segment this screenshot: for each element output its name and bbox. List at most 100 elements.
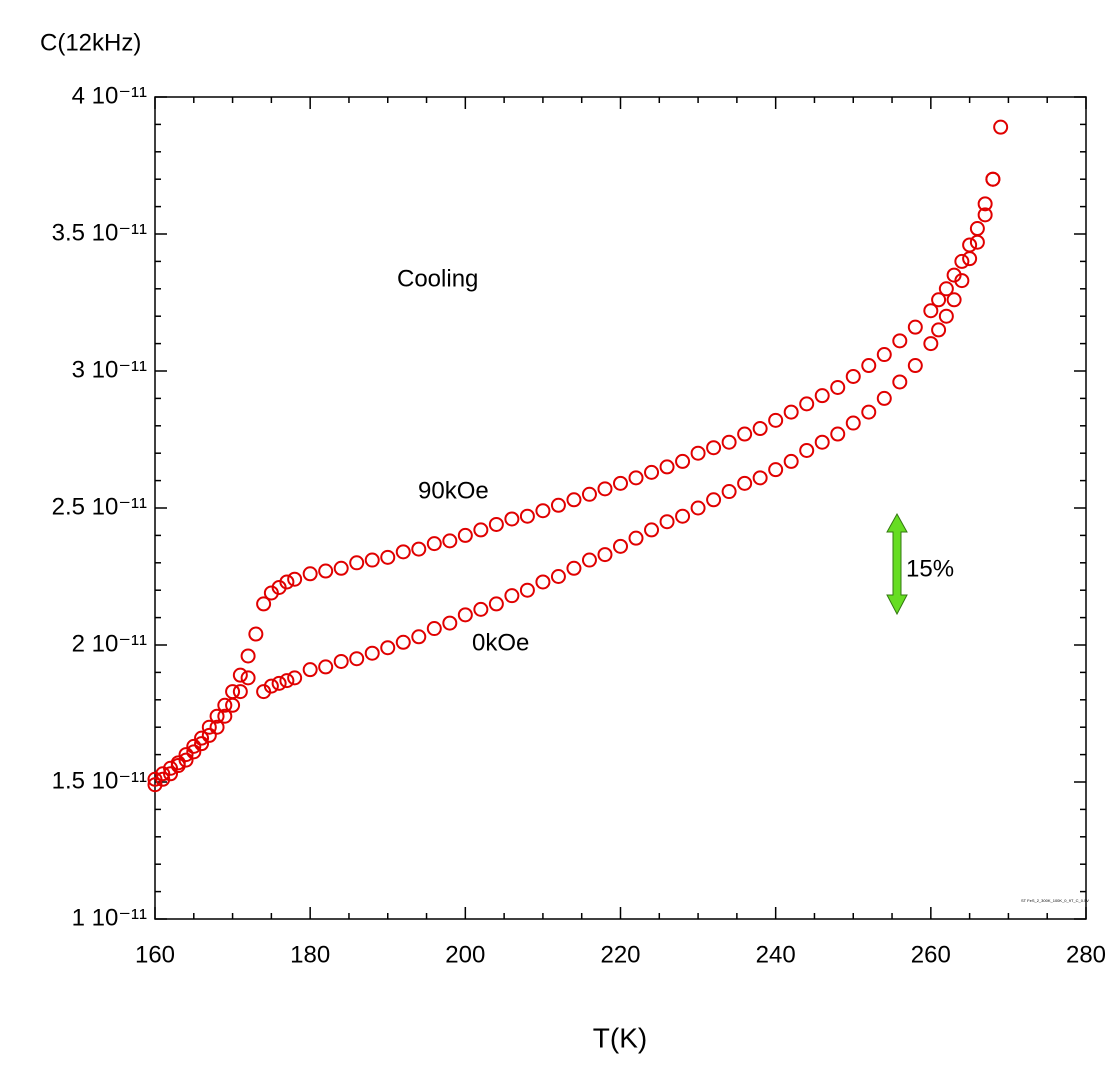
- data-point: [318, 563, 334, 579]
- data-point: [690, 445, 706, 461]
- data-point: [473, 522, 489, 538]
- data-point: [225, 697, 241, 713]
- data-point: [279, 574, 295, 590]
- data-point: [830, 426, 846, 442]
- data-point: [892, 333, 908, 349]
- data-point: [737, 475, 753, 491]
- data-point: [426, 621, 442, 637]
- data-point: [969, 221, 985, 237]
- data-point: [256, 596, 272, 612]
- data-point: [597, 481, 613, 497]
- data-point: [892, 374, 908, 390]
- y-axis-label: C(12kHz): [40, 29, 141, 56]
- data-point: [969, 234, 985, 250]
- data-point: [721, 484, 737, 500]
- data-point: [861, 404, 877, 420]
- data-point: [519, 582, 535, 598]
- data-point: [799, 396, 815, 412]
- data-point: [993, 119, 1009, 135]
- data-point: [830, 379, 846, 395]
- data-point: [962, 251, 978, 267]
- data-point: [279, 673, 295, 689]
- data-point: [395, 544, 411, 560]
- data-point: [721, 434, 737, 450]
- x-tick-label: 160: [135, 941, 175, 968]
- data-point: [946, 292, 962, 308]
- double-arrow: [886, 512, 908, 616]
- data-point: [644, 464, 660, 480]
- data-point: [380, 640, 396, 656]
- data-point: [783, 404, 799, 420]
- data-point: [209, 719, 225, 735]
- data-point: [186, 744, 202, 760]
- x-tick-label: 240: [756, 941, 796, 968]
- data-point: [535, 574, 551, 590]
- data-point: [613, 538, 628, 554]
- data-point: [488, 596, 504, 612]
- data-point: [504, 511, 520, 527]
- data-point: [566, 492, 582, 508]
- data-point: [442, 533, 458, 549]
- x-axis-label: T(K): [593, 1022, 647, 1053]
- data-point: [201, 727, 217, 743]
- data-point: [364, 645, 380, 661]
- data-point: [931, 322, 947, 338]
- plot-frame: [154, 96, 1087, 920]
- data-point: [349, 555, 365, 571]
- data-point: [845, 415, 861, 431]
- data-point: [938, 281, 954, 297]
- data-point: [768, 412, 784, 428]
- data-point: [799, 442, 815, 458]
- data-point: [628, 530, 644, 546]
- data-point: [395, 634, 411, 650]
- data-point: [737, 426, 753, 442]
- data-point: [411, 629, 427, 645]
- data-point: [923, 303, 939, 319]
- data-point: [457, 527, 473, 543]
- data-point: [488, 516, 504, 532]
- data-point: [364, 552, 380, 568]
- data-point: [302, 662, 318, 678]
- data-point: [675, 508, 691, 524]
- data-point: [178, 752, 194, 768]
- data-point: [232, 684, 248, 700]
- data-point: [845, 368, 861, 384]
- data-point: [411, 541, 427, 557]
- data-point: [519, 508, 535, 524]
- data-point: [302, 566, 318, 582]
- y-tick-label: 3 10⁻¹¹: [72, 356, 147, 383]
- data-point: [814, 434, 830, 450]
- data-point: [768, 462, 784, 478]
- data-point: [263, 678, 279, 694]
- y-tick-label: 4 10⁻¹¹: [72, 82, 147, 109]
- data-point: [186, 738, 202, 754]
- data-point: [613, 475, 628, 491]
- series-label: 0kOe: [472, 629, 529, 656]
- data-point: [675, 453, 691, 469]
- data-point: [931, 292, 947, 308]
- data-point: [752, 470, 768, 486]
- data-point: [287, 571, 303, 587]
- y-tick-label: 1 10⁻¹¹: [72, 904, 147, 931]
- data-point: [504, 588, 520, 604]
- data-point: [178, 747, 194, 763]
- x-tick-label: 200: [445, 941, 485, 968]
- data-point: [938, 308, 954, 324]
- data-point: [581, 486, 597, 502]
- data-point: [659, 514, 675, 530]
- data-point: [752, 421, 768, 437]
- data-point: [240, 648, 256, 664]
- data-point: [861, 358, 877, 374]
- data-point: [232, 667, 248, 683]
- data-point: [194, 730, 210, 746]
- data-point: [907, 358, 923, 374]
- data-point: [814, 388, 830, 404]
- data-point: [923, 336, 939, 352]
- data-point: [907, 319, 923, 335]
- data-point: [876, 347, 892, 363]
- data-point: [349, 651, 365, 667]
- data-point: [287, 670, 303, 686]
- data-point: [535, 503, 551, 519]
- data-point: [581, 552, 597, 568]
- data-point: [962, 237, 978, 253]
